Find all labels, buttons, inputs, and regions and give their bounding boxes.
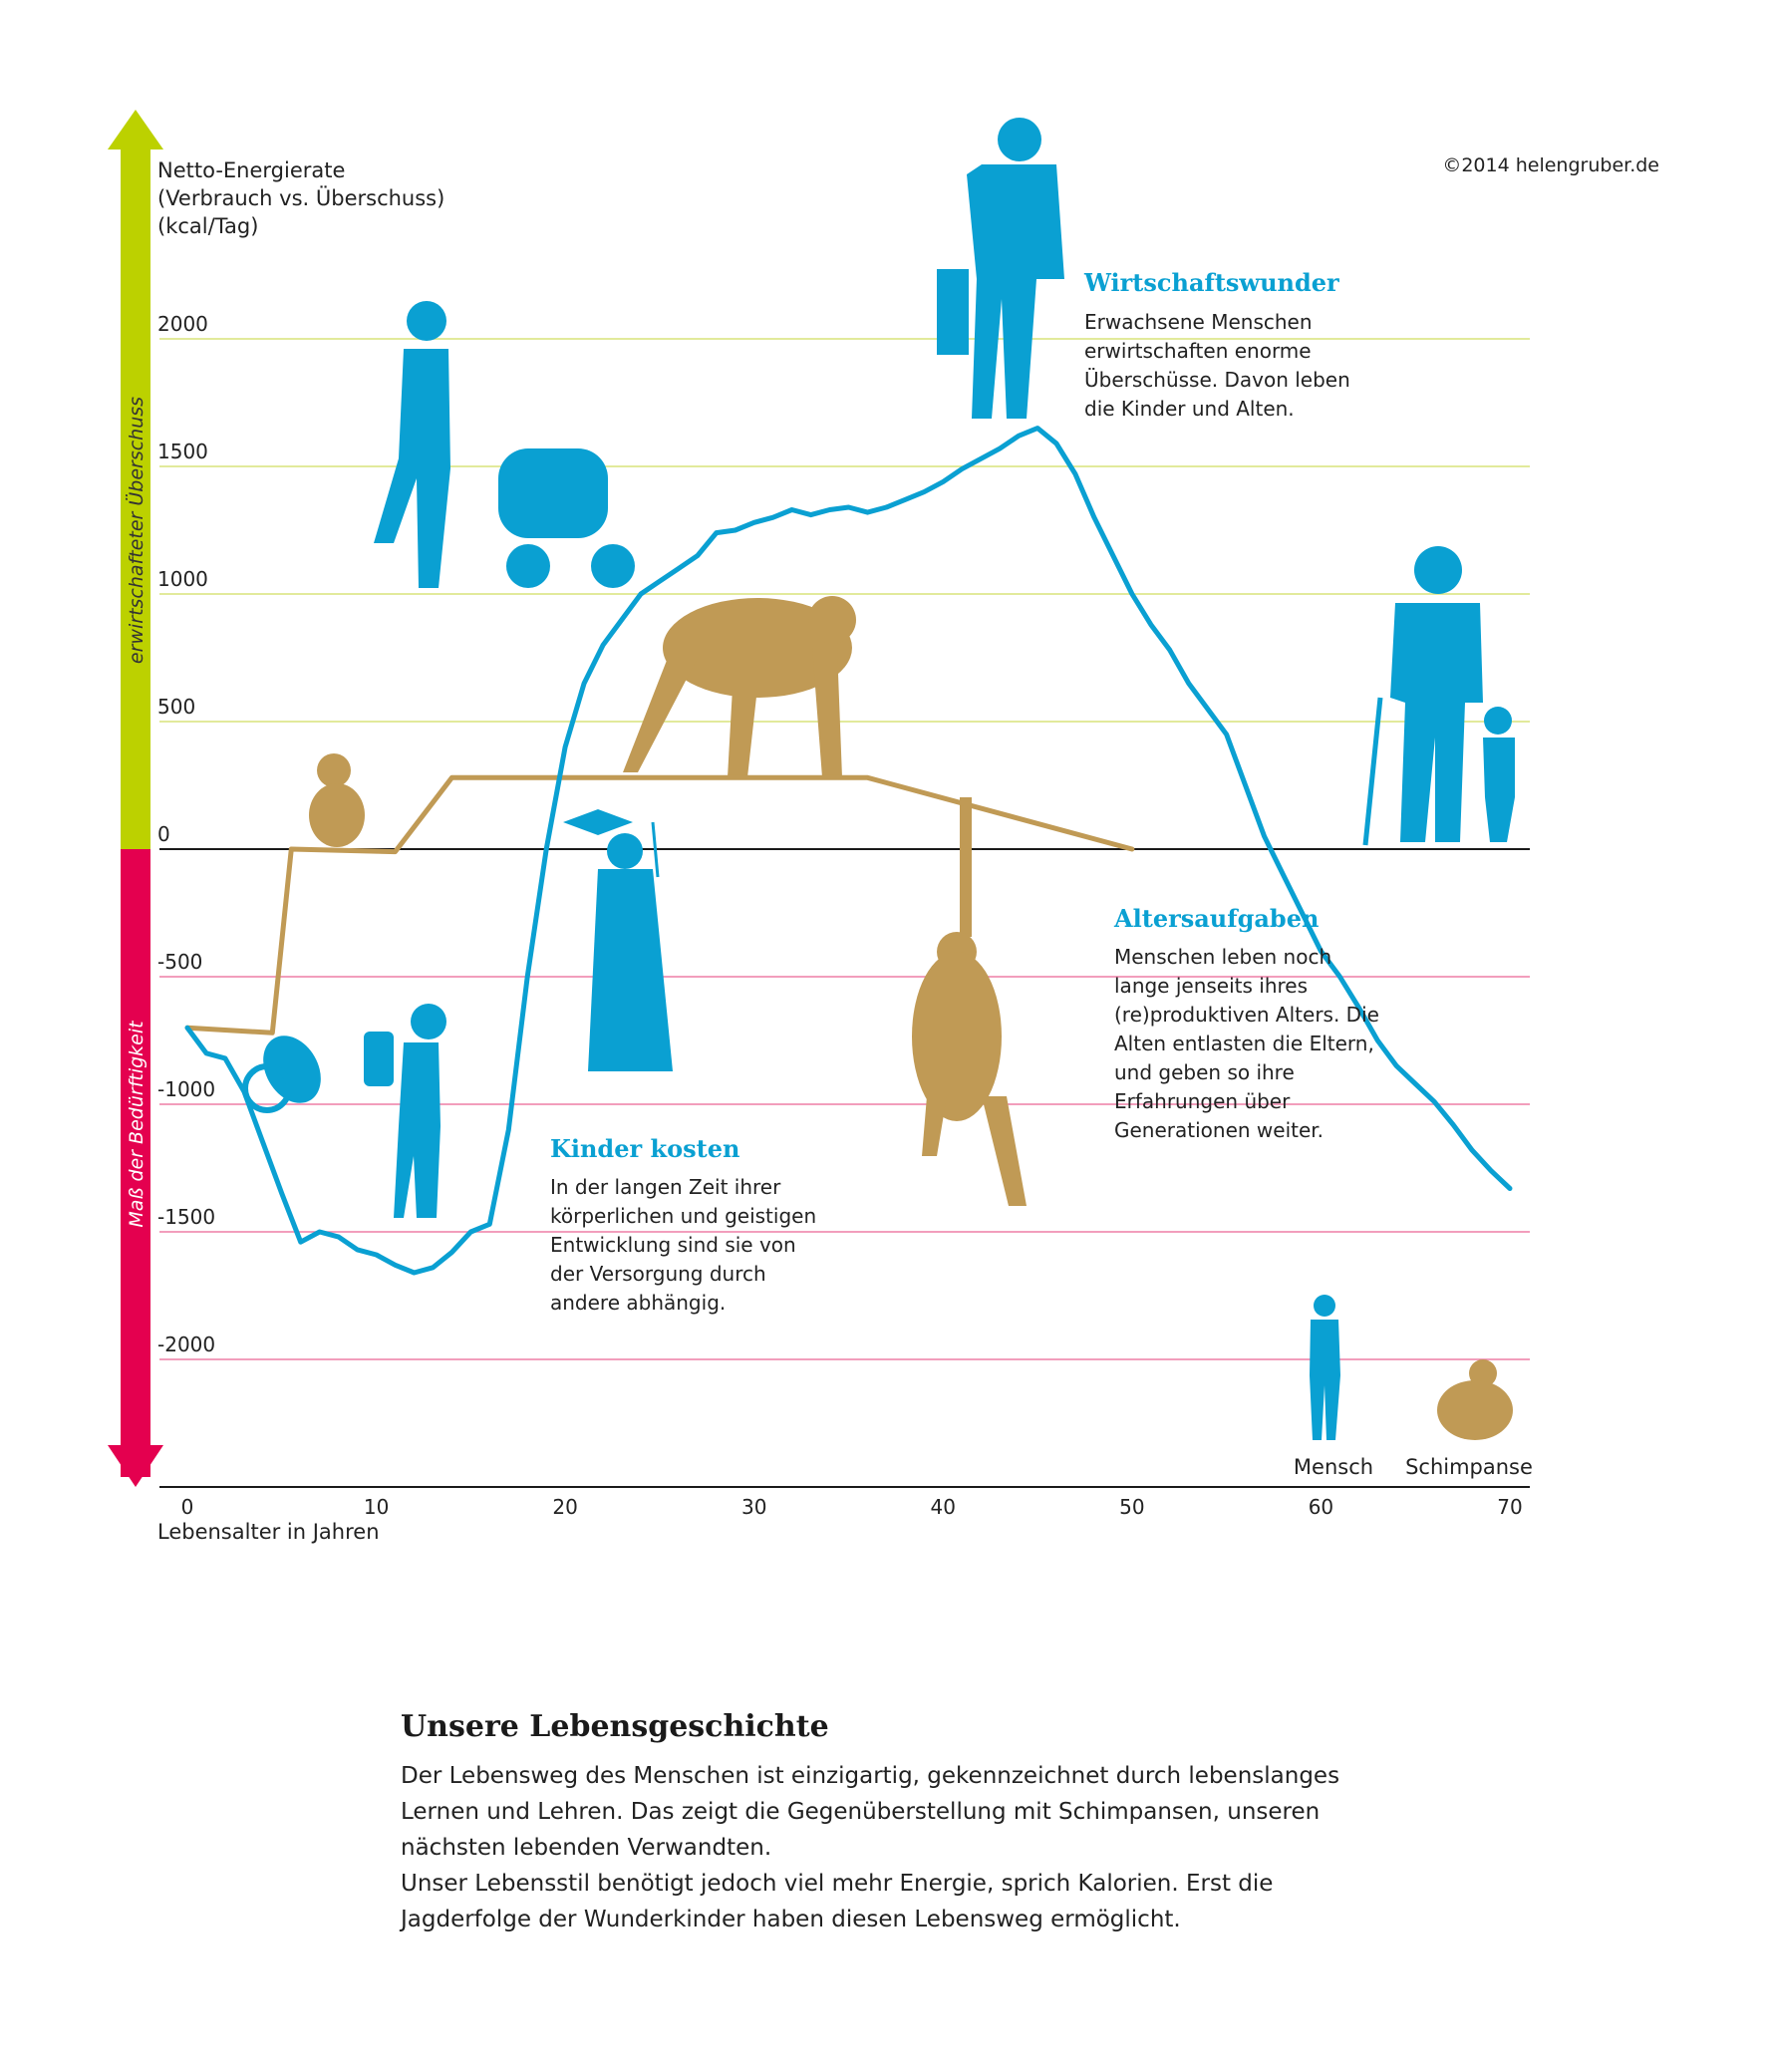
walking-adult-chimp-figure bbox=[623, 596, 856, 777]
x-tick-label-70: 70 bbox=[1497, 1495, 1522, 1519]
annotation-kinder-kosten: Kinder kosten In der langen Zeit ihrer k… bbox=[550, 1134, 816, 1315]
vertical-axis-arrow: erwirtschafteter Überschuss Maß der Bedü… bbox=[108, 110, 163, 1487]
annotation-wirtschaftswunder-line-2: erwirtschaften enorme bbox=[1084, 339, 1312, 363]
legend-label-mensch: Mensch bbox=[1294, 1455, 1373, 1479]
annotation-altersaufgaben-line-5: und geben so ihre bbox=[1114, 1060, 1295, 1084]
y-tick-labels: 2000 1500 1000 500 0 -500 -1000 -1500 -2000 bbox=[157, 312, 215, 1356]
caption-title: Unsere Lebensgeschichte bbox=[401, 1709, 829, 1744]
hanging-chimp-figure bbox=[912, 797, 1027, 1206]
y-axis-title-line-1: Netto-Energierate bbox=[157, 158, 345, 182]
x-tick-label-0: 0 bbox=[181, 1495, 194, 1519]
down-arrow-bar bbox=[121, 849, 150, 1477]
graduate-figure bbox=[563, 809, 673, 1071]
x-tick-label-50: 50 bbox=[1119, 1495, 1144, 1519]
y-tick-label--1000: -1000 bbox=[157, 1077, 215, 1101]
x-tick-label-20: 20 bbox=[552, 1495, 577, 1519]
legend-human-icon bbox=[1310, 1295, 1340, 1440]
x-axis-title: Lebensalter in Jahren bbox=[157, 1520, 380, 1544]
y-tick-label--1500: -1500 bbox=[157, 1205, 215, 1229]
up-arrow-head bbox=[108, 110, 163, 149]
annotation-kinder-kosten-line-4: der Versorgung durch bbox=[550, 1262, 766, 1286]
x-tick-label-10: 10 bbox=[364, 1495, 389, 1519]
copyright: ©2014 helengruber.de bbox=[1442, 154, 1659, 176]
silhouettes bbox=[242, 118, 1515, 1218]
y-tick-label-500: 500 bbox=[157, 695, 195, 719]
annotation-wirtschaftswunder-line-3: Überschüsse. Davon leben bbox=[1084, 368, 1350, 392]
schoolchild-figure bbox=[364, 1004, 446, 1218]
legend-chimp-icon bbox=[1437, 1359, 1513, 1440]
annotation-altersaufgaben-line-1: Menschen leben noch bbox=[1114, 945, 1331, 969]
annotation-wirtschaftswunder-line-1: Erwachsene Menschen bbox=[1084, 310, 1313, 334]
y-tick-label-1000: 1000 bbox=[157, 567, 208, 591]
annotation-kinder-kosten-title: Kinder kosten bbox=[550, 1134, 739, 1163]
y-axis-title-line-3: (kcal/Tag) bbox=[157, 214, 258, 238]
series-line-schimpanse bbox=[184, 774, 1135, 1036]
y-tick-label-2000: 2000 bbox=[157, 312, 208, 336]
annotation-altersaufgaben-line-4: Alten entlasten die Eltern, bbox=[1114, 1032, 1374, 1055]
y-tick-label--2000: -2000 bbox=[157, 1332, 215, 1356]
x-tick-labels: 0 10 20 30 40 50 60 70 bbox=[181, 1495, 1523, 1519]
annotation-kinder-kosten-line-2: körperlichen und geistigen bbox=[550, 1204, 816, 1228]
series-line-mensch bbox=[184, 426, 1513, 1276]
parent-with-stroller-figure bbox=[374, 301, 635, 588]
annotation-kinder-kosten-line-1: In der langen Zeit ihrer bbox=[550, 1175, 781, 1199]
legend: Mensch Schimpanse bbox=[1294, 1295, 1533, 1479]
down-arrow-head bbox=[108, 1445, 163, 1487]
up-arrow-bar bbox=[121, 148, 150, 849]
annotation-altersaufgaben-title: Altersaufgaben bbox=[1113, 904, 1319, 933]
legend-label-schimpanse: Schimpanse bbox=[1405, 1455, 1533, 1479]
x-tick-label-60: 60 bbox=[1309, 1495, 1333, 1519]
annotation-altersaufgaben: Altersaufgaben Menschen leben noch lange… bbox=[1113, 904, 1379, 1142]
annotation-wirtschaftswunder-line-4: die Kinder und Alten. bbox=[1084, 397, 1295, 421]
up-arrow-label: erwirtschafteter Überschuss bbox=[125, 397, 147, 664]
caption-paragraph-2: Unser Lebensstil benötigt jedoch viel me… bbox=[401, 1871, 1274, 1932]
grandparent-with-child-figure bbox=[1362, 546, 1515, 846]
annotation-kinder-kosten-line-5: andere abhängig. bbox=[550, 1291, 726, 1315]
y-tick-label-0: 0 bbox=[157, 822, 170, 846]
data-series bbox=[184, 426, 1513, 1276]
annotation-kinder-kosten-line-3: Entwicklung sind sie von bbox=[550, 1233, 796, 1257]
annotation-altersaufgaben-line-6: Erfahrungen über bbox=[1114, 1089, 1291, 1113]
caption: Unsere Lebensgeschichte Der Lebensweg de… bbox=[401, 1709, 1397, 1937]
businessman-figure bbox=[937, 118, 1064, 419]
y-tick-label-1500: 1500 bbox=[157, 440, 208, 463]
annotation-wirtschaftswunder: Wirtschaftswunder Erwachsene Menschen er… bbox=[1083, 268, 1350, 421]
annotation-altersaufgaben-line-2: lange jenseits ihres bbox=[1114, 974, 1308, 998]
y-axis-title: Netto-Energierate (Verbrauch vs. Übersch… bbox=[157, 158, 444, 238]
y-axis-title-line-2: (Verbrauch vs. Überschuss) bbox=[157, 185, 444, 210]
annotation-altersaufgaben-line-7: Generationen weiter. bbox=[1114, 1118, 1324, 1142]
x-tick-label-40: 40 bbox=[931, 1495, 956, 1519]
caption-paragraph-1: Der Lebensweg des Menschen ist einzigart… bbox=[401, 1763, 1340, 1861]
y-tick-label--500: -500 bbox=[157, 950, 202, 974]
down-arrow-label: Maß der Bedürftigkeit bbox=[126, 1020, 147, 1228]
annotation-wirtschaftswunder-title: Wirtschaftswunder bbox=[1083, 268, 1339, 297]
pacifier-figure bbox=[242, 1036, 321, 1113]
sitting-young-chimp-figure bbox=[309, 753, 365, 847]
annotation-altersaufgaben-line-3: (re)produktiven Alters. Die bbox=[1114, 1003, 1379, 1027]
x-tick-label-30: 30 bbox=[741, 1495, 766, 1519]
